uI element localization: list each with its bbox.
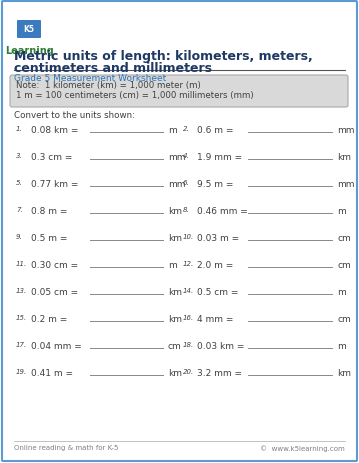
Text: 0.08 km =: 0.08 km = — [31, 126, 78, 135]
Text: km: km — [168, 314, 182, 323]
Text: mm: mm — [337, 126, 354, 135]
Text: 12.: 12. — [183, 260, 194, 266]
Text: km: km — [337, 153, 351, 162]
Text: 0.8 m =: 0.8 m = — [31, 206, 67, 216]
Text: 0.2 m =: 0.2 m = — [31, 314, 67, 323]
Text: mm: mm — [168, 180, 186, 188]
Text: 11.: 11. — [16, 260, 27, 266]
Text: centimeters and millimeters: centimeters and millimeters — [14, 62, 212, 75]
Text: m: m — [337, 206, 346, 216]
Text: 2.0 m =: 2.0 m = — [197, 260, 233, 269]
Text: 0.03 m =: 0.03 m = — [197, 233, 239, 243]
Text: 6.: 6. — [183, 180, 190, 186]
Text: 16.: 16. — [183, 314, 194, 320]
Text: Learning: Learning — [5, 46, 53, 56]
Text: 3.: 3. — [16, 153, 23, 159]
Text: 4.: 4. — [183, 153, 190, 159]
Text: 0.41 m =: 0.41 m = — [31, 368, 73, 377]
Text: 1 m = 100 centimeters (cm) = 1,000 millimeters (mm): 1 m = 100 centimeters (cm) = 1,000 milli… — [16, 91, 253, 100]
Text: 14.: 14. — [183, 288, 194, 294]
Text: 5.: 5. — [16, 180, 23, 186]
Text: Online reading & math for K-5: Online reading & math for K-5 — [14, 444, 118, 450]
Text: cm: cm — [168, 341, 182, 350]
Text: 9.5 m =: 9.5 m = — [197, 180, 233, 188]
Text: 0.03 km =: 0.03 km = — [197, 341, 244, 350]
Text: 15.: 15. — [16, 314, 27, 320]
Text: 0.6 m =: 0.6 m = — [197, 126, 233, 135]
Text: m: m — [337, 341, 346, 350]
Text: Note:  1 kilometer (km) = 1,000 meter (m): Note: 1 kilometer (km) = 1,000 meter (m) — [16, 81, 201, 90]
Text: 0.46 mm =: 0.46 mm = — [197, 206, 248, 216]
Text: 20.: 20. — [183, 368, 194, 374]
Text: 0.5 m =: 0.5 m = — [31, 233, 67, 243]
Text: km: km — [168, 233, 182, 243]
Text: 9.: 9. — [16, 233, 23, 239]
Text: 17.: 17. — [16, 341, 27, 347]
Text: mm: mm — [168, 153, 186, 162]
Text: 19.: 19. — [16, 368, 27, 374]
FancyBboxPatch shape — [10, 76, 348, 108]
Text: km: km — [168, 206, 182, 216]
Text: 0.30 cm =: 0.30 cm = — [31, 260, 78, 269]
Text: 7.: 7. — [16, 206, 23, 213]
Text: cm: cm — [337, 260, 351, 269]
Text: cm: cm — [337, 233, 351, 243]
Text: m: m — [337, 288, 346, 296]
Text: 0.04 mm =: 0.04 mm = — [31, 341, 82, 350]
Text: km: km — [168, 288, 182, 296]
Text: 4 mm =: 4 mm = — [197, 314, 233, 323]
Text: 18.: 18. — [183, 341, 194, 347]
Text: 0.3 cm =: 0.3 cm = — [31, 153, 73, 162]
Text: 0.77 km =: 0.77 km = — [31, 180, 78, 188]
Text: km: km — [168, 368, 182, 377]
Text: 10.: 10. — [183, 233, 194, 239]
Text: 0.5 cm =: 0.5 cm = — [197, 288, 238, 296]
Text: m: m — [168, 126, 177, 135]
Text: cm: cm — [337, 314, 351, 323]
Text: 2.: 2. — [183, 126, 190, 131]
Text: mm: mm — [337, 180, 354, 188]
Text: 3.2 mm =: 3.2 mm = — [197, 368, 242, 377]
Text: 1.9 mm =: 1.9 mm = — [197, 153, 242, 162]
Text: 8.: 8. — [183, 206, 190, 213]
Text: 1.: 1. — [16, 126, 23, 131]
Text: Convert to the units shown:: Convert to the units shown: — [14, 111, 135, 120]
Text: Metric units of length: kilometers, meters,: Metric units of length: kilometers, mete… — [14, 50, 313, 63]
Text: K5: K5 — [23, 25, 34, 34]
Text: 13.: 13. — [16, 288, 27, 294]
Text: Grade 5 Measurement Worksheet: Grade 5 Measurement Worksheet — [14, 74, 166, 83]
Text: ©  www.k5learning.com: © www.k5learning.com — [260, 444, 345, 450]
Text: 0.05 cm =: 0.05 cm = — [31, 288, 78, 296]
Text: km: km — [337, 368, 351, 377]
FancyBboxPatch shape — [17, 21, 41, 39]
Text: m: m — [168, 260, 177, 269]
